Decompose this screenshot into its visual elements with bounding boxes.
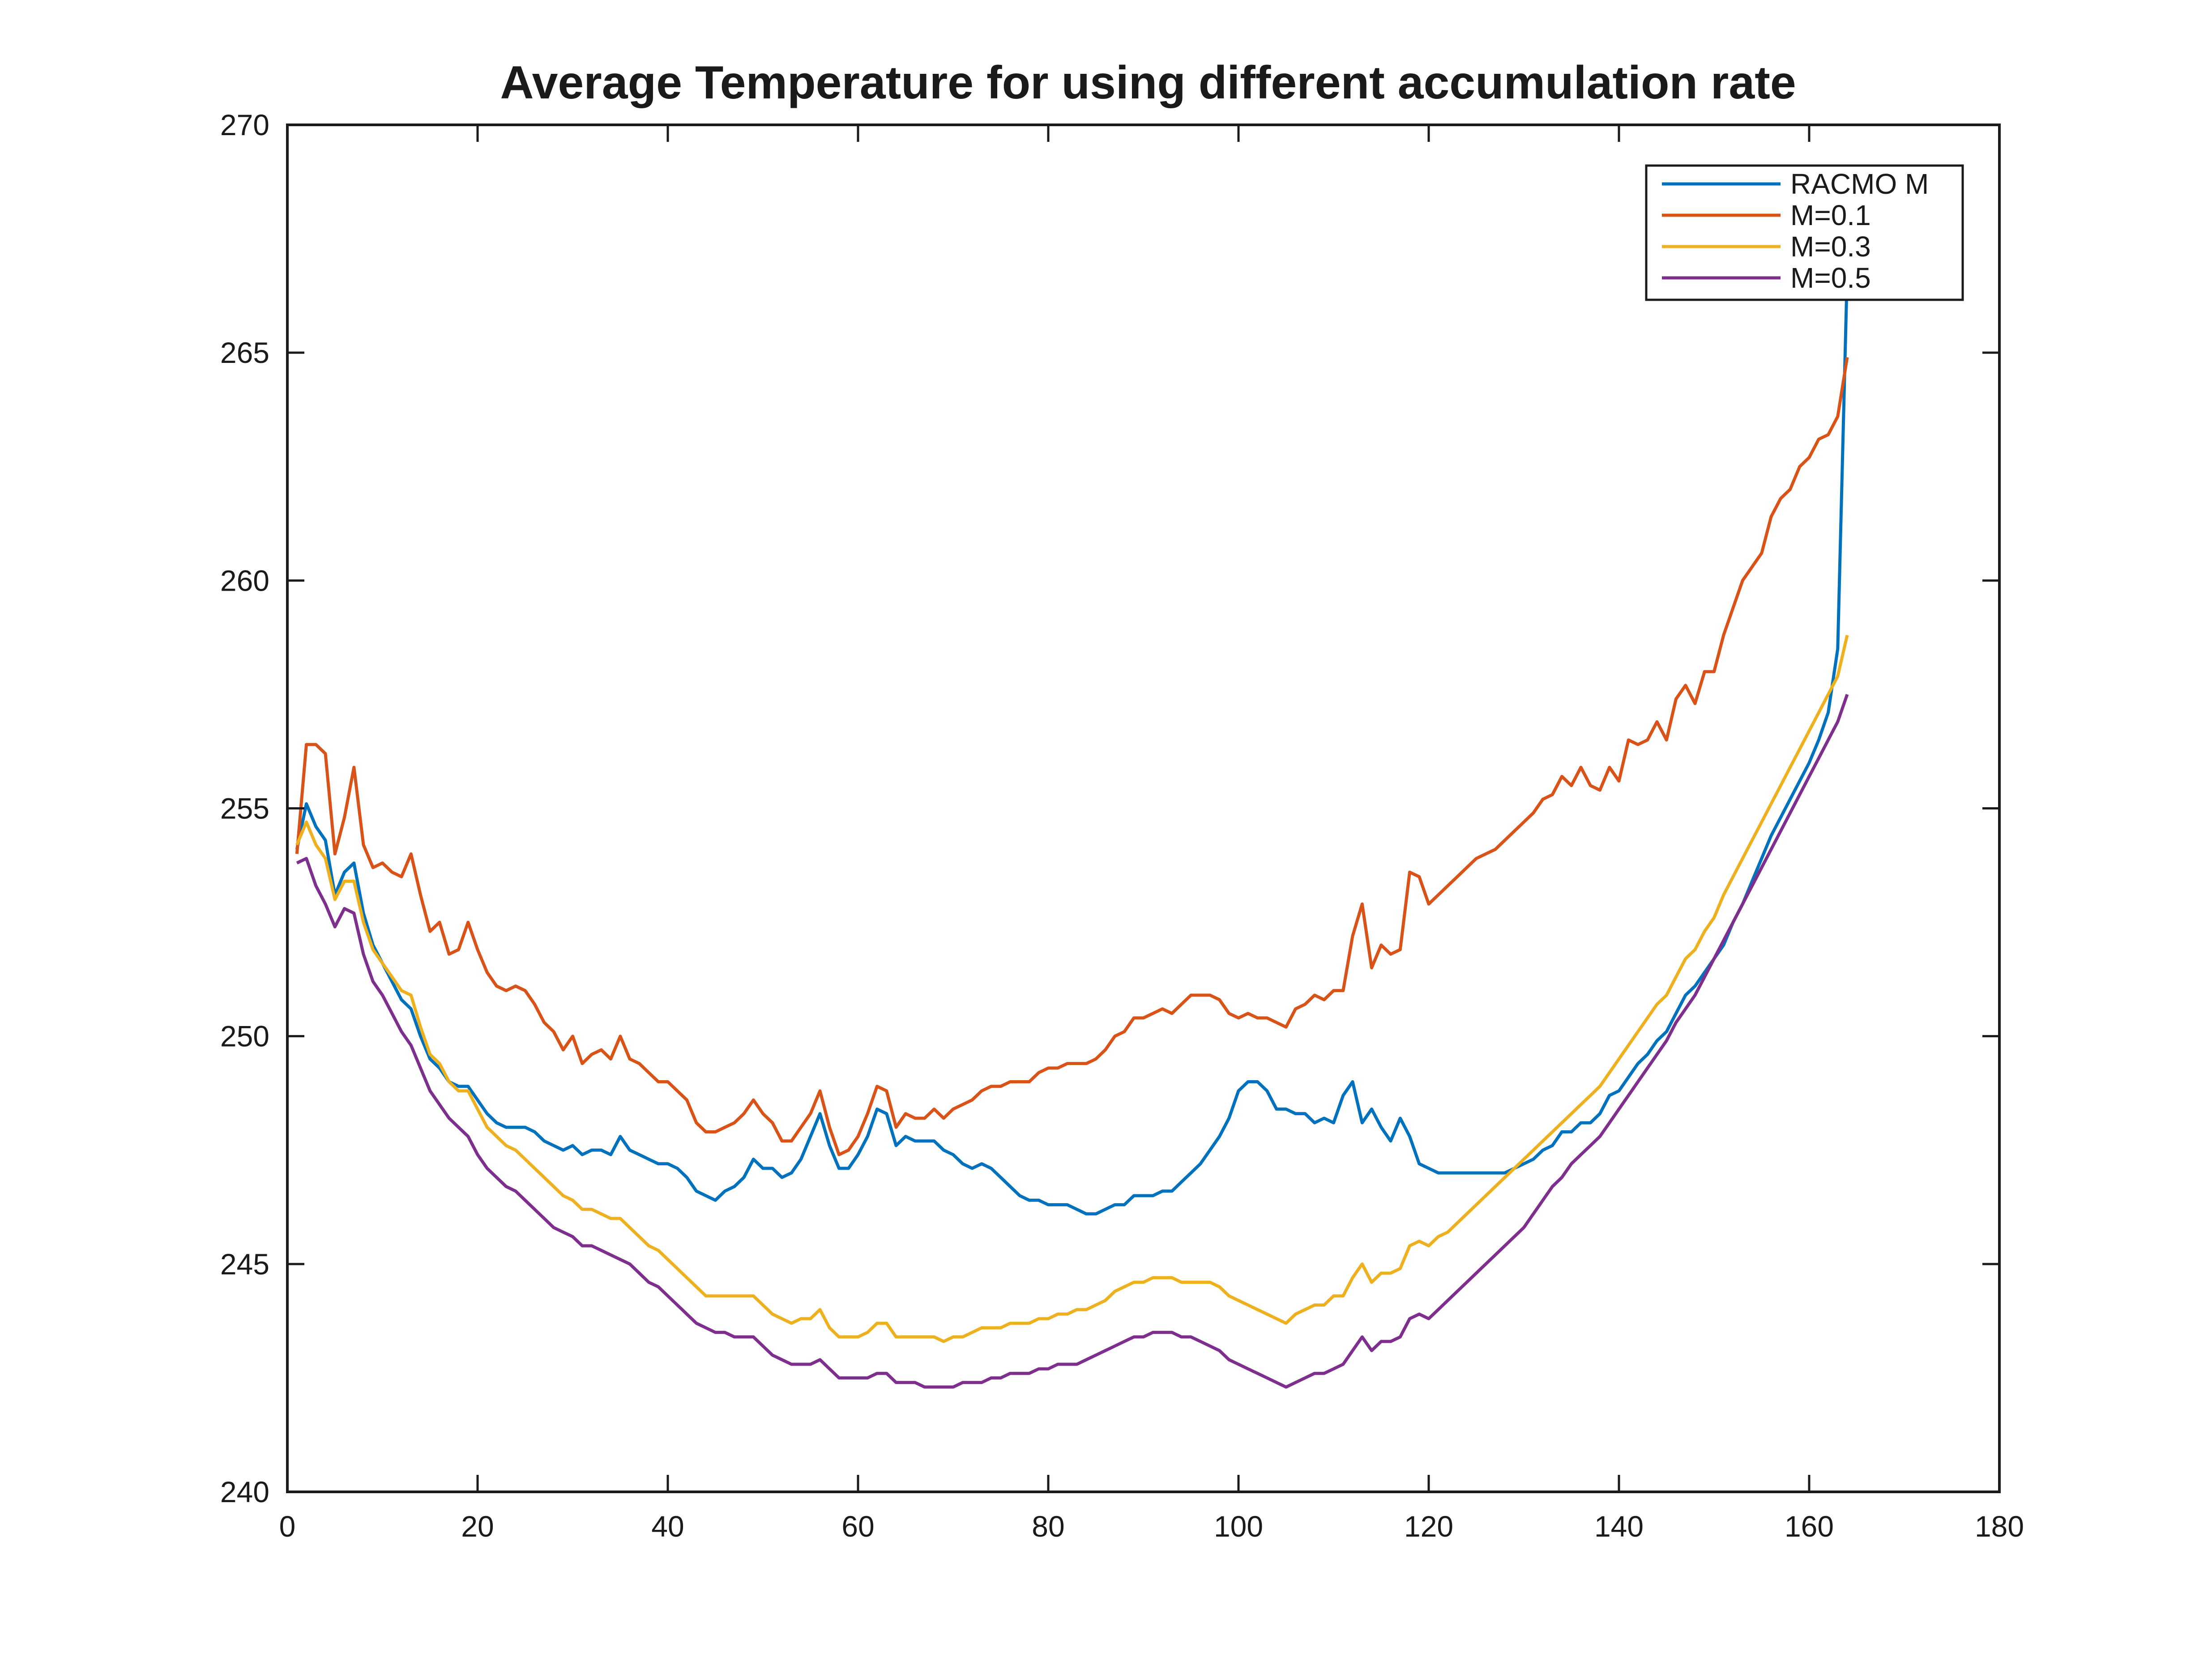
x-tick-label: 0 bbox=[279, 1510, 296, 1543]
y-tick-label: 265 bbox=[220, 336, 269, 369]
x-tick-label: 40 bbox=[651, 1510, 684, 1543]
legend-label-m-0-1: M=0.1 bbox=[1790, 199, 1871, 231]
x-tick-label: 120 bbox=[1404, 1510, 1453, 1543]
series-line-m-0-1 bbox=[295, 357, 1849, 1156]
series-line-racmo-m bbox=[295, 270, 1849, 1216]
x-tick-label: 60 bbox=[841, 1510, 874, 1543]
x-tick-label: 80 bbox=[1032, 1510, 1064, 1543]
legend-label-m-0-3: M=0.3 bbox=[1790, 230, 1871, 263]
plot-frame bbox=[286, 124, 2001, 1493]
y-tick-label: 270 bbox=[220, 108, 269, 141]
series-line-m-0-3 bbox=[295, 635, 1849, 1343]
x-axis-tick-labels: 0 20 40 60 80 100 120 140 160 180 bbox=[279, 1510, 2024, 1543]
legend-label-m-0-5: M=0.5 bbox=[1790, 262, 1871, 294]
y-tick-label: 260 bbox=[220, 564, 269, 597]
y-tick-label: 250 bbox=[220, 1020, 269, 1053]
x-tick-label: 100 bbox=[1214, 1510, 1263, 1543]
x-tick-label: 140 bbox=[1594, 1510, 1644, 1543]
y-tick-label: 255 bbox=[220, 792, 269, 825]
legend: RACMO M M=0.1 M=0.3 M=0.5 bbox=[1645, 164, 1964, 301]
series-layer bbox=[295, 270, 1849, 1389]
x-tick-label: 20 bbox=[461, 1510, 494, 1543]
legend-label-racmo-m: RACMO M bbox=[1790, 168, 1929, 200]
series-line-m-0-5 bbox=[296, 694, 1849, 1389]
x-tick-label: 180 bbox=[1975, 1510, 2024, 1543]
y-tick-label: 245 bbox=[220, 1248, 269, 1281]
y-tick-label: 240 bbox=[220, 1475, 269, 1508]
chart-title: Average Temperature for using different … bbox=[500, 57, 1796, 109]
x-tick-label: 160 bbox=[1785, 1510, 1834, 1543]
plot-area bbox=[287, 125, 1999, 1492]
y-axis-tick-labels: 240 245 250 255 260 265 270 bbox=[220, 108, 269, 1508]
